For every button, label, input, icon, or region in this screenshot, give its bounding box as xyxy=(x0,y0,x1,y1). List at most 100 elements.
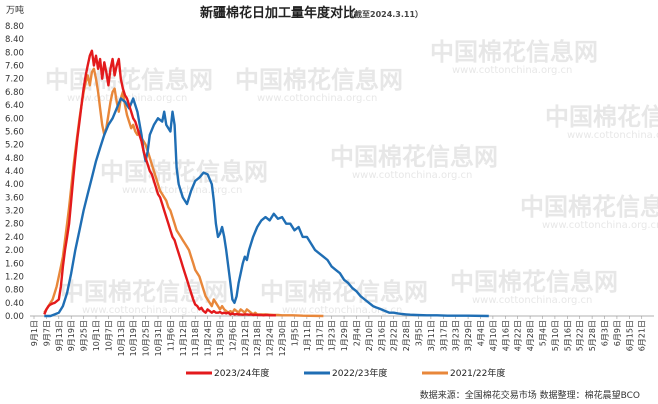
x-tick-label: 3月5日 xyxy=(414,320,423,346)
x-tick-label: 1月23日 xyxy=(328,320,337,351)
watermark-url: www.cottonchina.org.cn xyxy=(352,170,472,181)
x-tick-label: 5月10日 xyxy=(551,320,560,351)
y-tick-label: 4.80 xyxy=(5,154,24,164)
x-tick-label: 5月28日 xyxy=(588,320,597,351)
y-tick-label: 7.20 xyxy=(5,75,24,85)
x-tick-label: 11月24日 xyxy=(204,320,213,356)
legend: 2023/24年度 2022/23年度 2021/22年度 xyxy=(186,367,505,379)
watermark-url: www.cottonchina.org.cn xyxy=(567,130,658,141)
x-tick-label: 9月19日 xyxy=(67,320,76,351)
x-tick-label: 4月4日 xyxy=(476,320,485,346)
x-tick-label: 4月10日 xyxy=(489,320,498,351)
y-axis-unit-label: 万吨 xyxy=(6,4,24,16)
x-tick-label: 3月11日 xyxy=(427,320,436,351)
x-tick-label: 4月22日 xyxy=(514,320,523,351)
watermark-text: 中国棉花信息网 xyxy=(520,193,658,221)
x-tick-label: 6月15日 xyxy=(625,320,634,351)
x-tick-label: 6月21日 xyxy=(638,320,647,351)
y-tick-label: 8.00 xyxy=(5,48,24,58)
y-tick-label: 8.80 xyxy=(5,22,24,32)
chart-subtitle: （截至2024.3.11） xyxy=(346,9,423,19)
x-tick-label: 11月30日 xyxy=(216,320,225,356)
x-tick-label: 9月13日 xyxy=(55,320,64,351)
x-tick-label: 4月28日 xyxy=(526,320,535,351)
watermark-url: www.cottonchina.org.cn xyxy=(472,295,592,306)
watermark-text: 中国棉花信息网 xyxy=(450,268,618,296)
y-tick-label: 6.80 xyxy=(5,88,24,98)
y-tick-label: 0.80 xyxy=(5,286,24,296)
y-tick-label: 5.60 xyxy=(5,127,24,137)
x-tick-label: 10月25日 xyxy=(142,320,151,356)
x-tick-label: 9月1日 xyxy=(30,320,39,346)
x-axis-ticks: 9月1日 9月7日 9月13日 9月19日 9月25日 10月1日 10月7日 10月13日 1… xyxy=(30,316,647,356)
watermark-text: 中国棉花信息网 xyxy=(100,158,268,186)
watermark-url: www.cottonchina.org.cn xyxy=(282,305,402,316)
x-tick-label: 10月7日 xyxy=(104,320,113,351)
source-note: 数据来源：全国棉花交易市场 数据整理：棉花晨望BCO xyxy=(420,389,640,401)
series-lines xyxy=(43,49,489,318)
y-tick-label: 4.00 xyxy=(5,180,24,190)
y-tick-label: 2.80 xyxy=(5,220,24,230)
watermark-url: www.cottonchina.org.cn xyxy=(452,65,572,76)
x-tick-label: 5月16日 xyxy=(563,320,572,351)
watermark-text: 中国棉花信息网 xyxy=(330,143,498,171)
y-tick-label: 3.60 xyxy=(5,193,24,203)
watermark-text: 中国棉花信息网 xyxy=(430,38,598,66)
legend-label: 2021/22年度 xyxy=(450,367,505,379)
x-tick-label: 10月31日 xyxy=(154,320,163,356)
x-tick-label: 6月9日 xyxy=(613,320,622,346)
x-tick-label: 2月4日 xyxy=(352,320,361,346)
x-tick-label: 9月7日 xyxy=(42,320,51,346)
x-tick-label: 10月13日 xyxy=(117,320,126,356)
x-tick-label: 5月4日 xyxy=(539,320,548,346)
x-tick-label: 2月28日 xyxy=(402,320,411,351)
series-line-2022/23年度 xyxy=(44,97,489,318)
y-tick-label: 3.20 xyxy=(5,207,24,217)
watermark-text: 中国棉花信息网 xyxy=(60,278,228,306)
y-tick-label: 1.20 xyxy=(5,272,24,282)
x-tick-label: 1月11日 xyxy=(303,320,312,351)
watermarks: 中国棉花信息网www.cottonchina.org.cn中国棉花信息网www.… xyxy=(45,38,658,316)
x-tick-label: 11月12日 xyxy=(179,320,188,356)
watermark-url: www.cottonchina.org.cn xyxy=(257,93,377,104)
x-tick-label: 9月25日 xyxy=(80,320,89,351)
x-tick-label: 12月12日 xyxy=(241,320,250,356)
x-tick-label: 2月16日 xyxy=(377,320,386,351)
y-tick-label: 8.40 xyxy=(5,35,24,45)
x-tick-label: 1月17日 xyxy=(315,320,324,351)
y-axis-ticks: 0.00 0.40 0.80 1.20 1.60 2.00 2.40 2.80 3.20 3.60… xyxy=(5,22,24,322)
x-tick-label: 12月24日 xyxy=(266,320,275,356)
x-tick-label: 2月10日 xyxy=(365,320,374,351)
x-tick-label: 1月29日 xyxy=(340,320,349,351)
x-tick-label: 12月30日 xyxy=(278,320,287,356)
x-tick-label: 1月5日 xyxy=(290,320,299,346)
watermark-url: www.cottonchina.org.cn xyxy=(82,305,202,316)
legend-label: 2023/24年度 xyxy=(214,367,269,379)
series-line-2023/24年度 xyxy=(43,49,276,317)
watermark-text: 中国棉花信息网 xyxy=(45,66,213,94)
watermark-text: 中国棉花信息网 xyxy=(545,103,658,131)
legend-label: 2022/23年度 xyxy=(332,367,387,379)
x-tick-label: 11月6日 xyxy=(166,320,175,351)
x-tick-label: 6月3日 xyxy=(601,320,610,346)
y-tick-label: 5.20 xyxy=(5,141,24,151)
chart-title: 新疆棉花日加工量年度对比 xyxy=(200,5,356,21)
x-tick-label: 3月29日 xyxy=(464,320,473,351)
watermark-url: www.cottonchina.org.cn xyxy=(122,185,242,196)
x-tick-label: 11月18日 xyxy=(191,320,200,356)
watermark-text: 中国棉花信息网 xyxy=(260,278,428,306)
x-tick-label: 4月16日 xyxy=(501,320,510,351)
watermark-text: 中国棉花信息网 xyxy=(235,66,403,94)
y-tick-label: 2.40 xyxy=(5,233,24,243)
y-tick-label: 6.40 xyxy=(5,101,24,111)
y-tick-label: 6.00 xyxy=(5,114,24,124)
watermark-url: www.cottonchina.org.cn xyxy=(542,220,658,231)
y-tick-label: 7.60 xyxy=(5,62,24,72)
y-tick-label: 0.00 xyxy=(5,312,24,322)
x-tick-label: 3月23日 xyxy=(452,320,461,351)
y-tick-label: 4.40 xyxy=(5,167,24,177)
y-tick-label: 0.40 xyxy=(5,299,24,309)
y-tick-label: 2.00 xyxy=(5,246,24,256)
x-tick-label: 10月19日 xyxy=(129,320,138,356)
x-tick-label: 2月22日 xyxy=(390,320,399,351)
